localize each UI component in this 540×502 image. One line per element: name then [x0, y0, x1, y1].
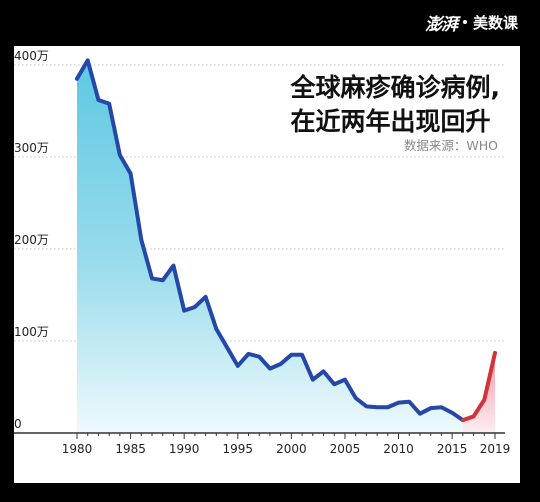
- area-layer: [77, 60, 495, 434]
- brand-logo: 澎湃: [424, 14, 458, 35]
- label-layer: 0 100万 200万 300万 400万 1980 1985 1990 1995 2000 200…: [14, 49, 510, 456]
- x-tick-label: 1980: [62, 442, 93, 456]
- x-tick-label: 2005: [330, 442, 361, 456]
- brand-separator-dot: [462, 20, 467, 24]
- x-tick-label: 2010: [383, 442, 414, 456]
- y-tick-label: 0: [14, 417, 22, 431]
- x-tick-label: 2000: [276, 442, 307, 456]
- y-tick-label: 200万: [14, 233, 49, 247]
- x-tick-label: 1990: [169, 442, 200, 456]
- line-layer: [75, 58, 497, 423]
- x-tick-label: 1995: [222, 442, 253, 456]
- x-tick-label: 1985: [115, 442, 146, 456]
- axis-layer: [14, 432, 505, 439]
- series-line-recent: [460, 350, 497, 423]
- chart-title: 全球麻疹确诊病例, 在近两年出现回升: [291, 71, 501, 139]
- chart-title-line-2: 在近两年出现回升: [290, 107, 491, 136]
- grid-layer: [14, 64, 505, 342]
- brand-header: 澎湃 美数课: [425, 8, 518, 36]
- main-area-fill: [77, 60, 463, 434]
- x-tick-label: 2015: [437, 442, 468, 456]
- y-tick-label: 400万: [14, 49, 49, 63]
- recent-area-fill: [462, 352, 495, 433]
- y-tick-label: 300万: [14, 141, 49, 155]
- chart-title-line-1: 全球麻疹确诊病例,: [290, 73, 501, 102]
- brand-name: 美数课: [472, 13, 518, 32]
- x-tick-label: 2019: [480, 442, 511, 456]
- series-line-main: [75, 58, 465, 423]
- y-tick-label: 100万: [14, 325, 49, 339]
- chart-source: 数据来源：WHO: [403, 138, 498, 153]
